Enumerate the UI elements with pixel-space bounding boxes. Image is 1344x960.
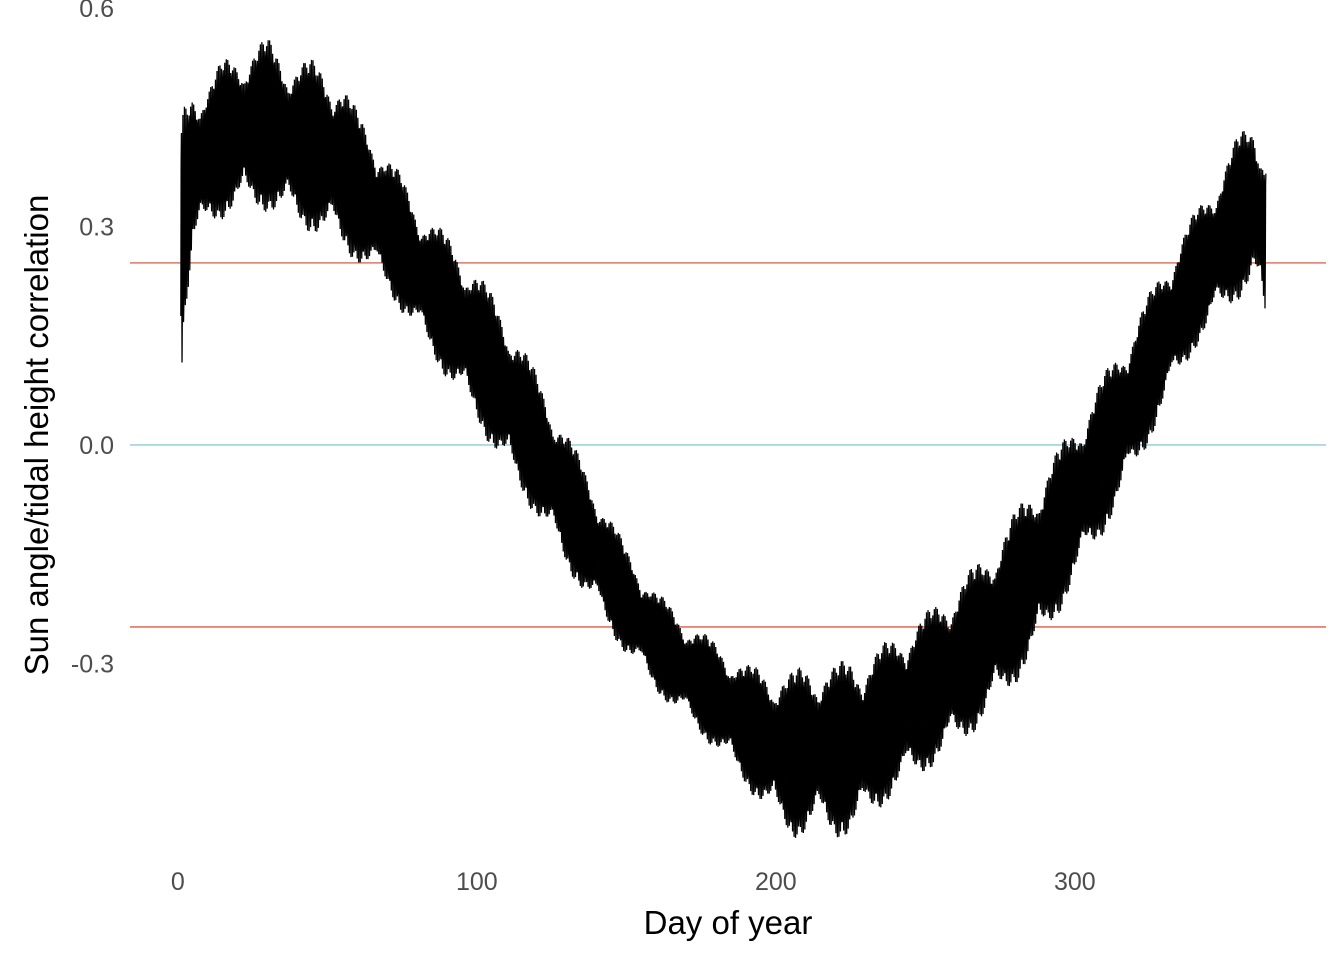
- y-tick-label: -0.3: [71, 650, 114, 678]
- x-tick-label: 200: [755, 868, 797, 896]
- x-tick-label: 100: [456, 868, 498, 896]
- x-tick-label: 300: [1054, 868, 1096, 896]
- y-axis-tick-labels: 0.6 0.3 0.0 -0.3: [71, 0, 114, 678]
- correlation-series: [180, 40, 1267, 838]
- y-tick-label: 0.0: [79, 432, 114, 460]
- y-tick-label: 0.6: [79, 0, 114, 23]
- x-axis-title: Day of year: [644, 904, 813, 941]
- y-axis-title: Sun angle/tidal height correlation: [18, 195, 55, 676]
- x-tick-label: 0: [171, 868, 185, 896]
- correlation-line: [180, 40, 1267, 838]
- x-axis-tick-labels: 0 100 200 300: [171, 868, 1096, 896]
- y-tick-label: 0.3: [79, 213, 114, 241]
